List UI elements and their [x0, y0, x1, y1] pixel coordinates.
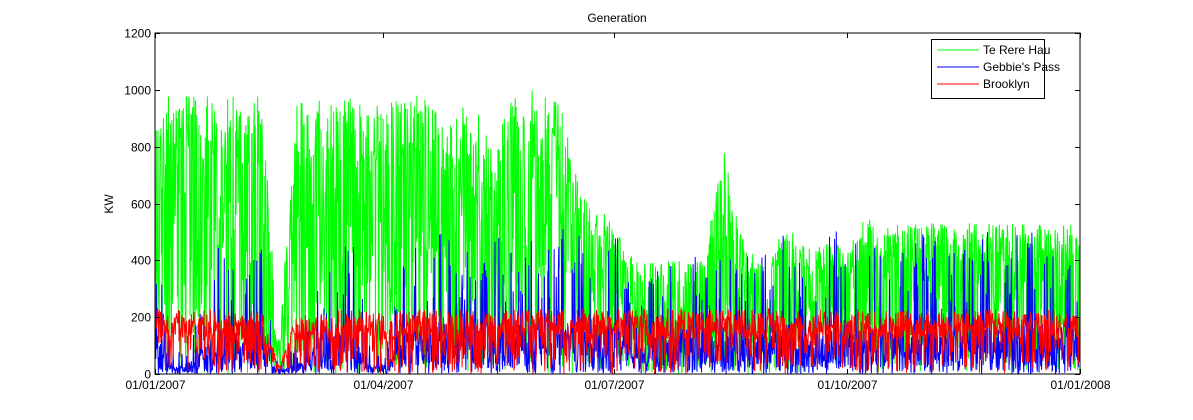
y-tick-label: 0	[144, 368, 151, 382]
x-tick-label: 01/04/2007	[353, 378, 413, 392]
legend-label-brooklyn: Brooklyn	[983, 77, 1030, 91]
axes-layer: 0 200 400 600 800 1000 1200 01/01/2007 01/04/200…	[124, 27, 1111, 393]
y-tick-label: 400	[131, 254, 151, 268]
y-tick-label: 1000	[124, 84, 151, 98]
legend-label-gebbie-s-pass: Gebbie's Pass	[983, 60, 1060, 74]
chart-title: Generation	[587, 11, 646, 25]
x-tick-label: 01/01/2008	[1050, 378, 1110, 392]
plot-frame	[154, 32, 1081, 375]
x-tick-label: 01/07/2007	[584, 378, 644, 392]
legend-label-te-rere-hau: Te Rere Hau	[983, 43, 1050, 57]
legend: Te Rere Hau Gebbie's Pass Brooklyn	[931, 39, 1060, 99]
y-axis-label: KW	[102, 194, 116, 214]
series-line-brooklyn	[155, 307, 1080, 374]
x-tick-label: 01/01/2007	[125, 378, 185, 392]
y-tick-label: 200	[131, 311, 151, 325]
legend-box	[931, 39, 1045, 99]
series-line-gebbie-s-pass	[155, 229, 1080, 374]
y-tick-label: 600	[131, 198, 151, 212]
y-tick-label: 1200	[124, 27, 151, 41]
series-layer	[155, 90, 1080, 374]
y-tick-label: 800	[131, 141, 151, 155]
plot-area	[155, 33, 1080, 374]
x-tick-label: 01/10/2007	[817, 378, 877, 392]
